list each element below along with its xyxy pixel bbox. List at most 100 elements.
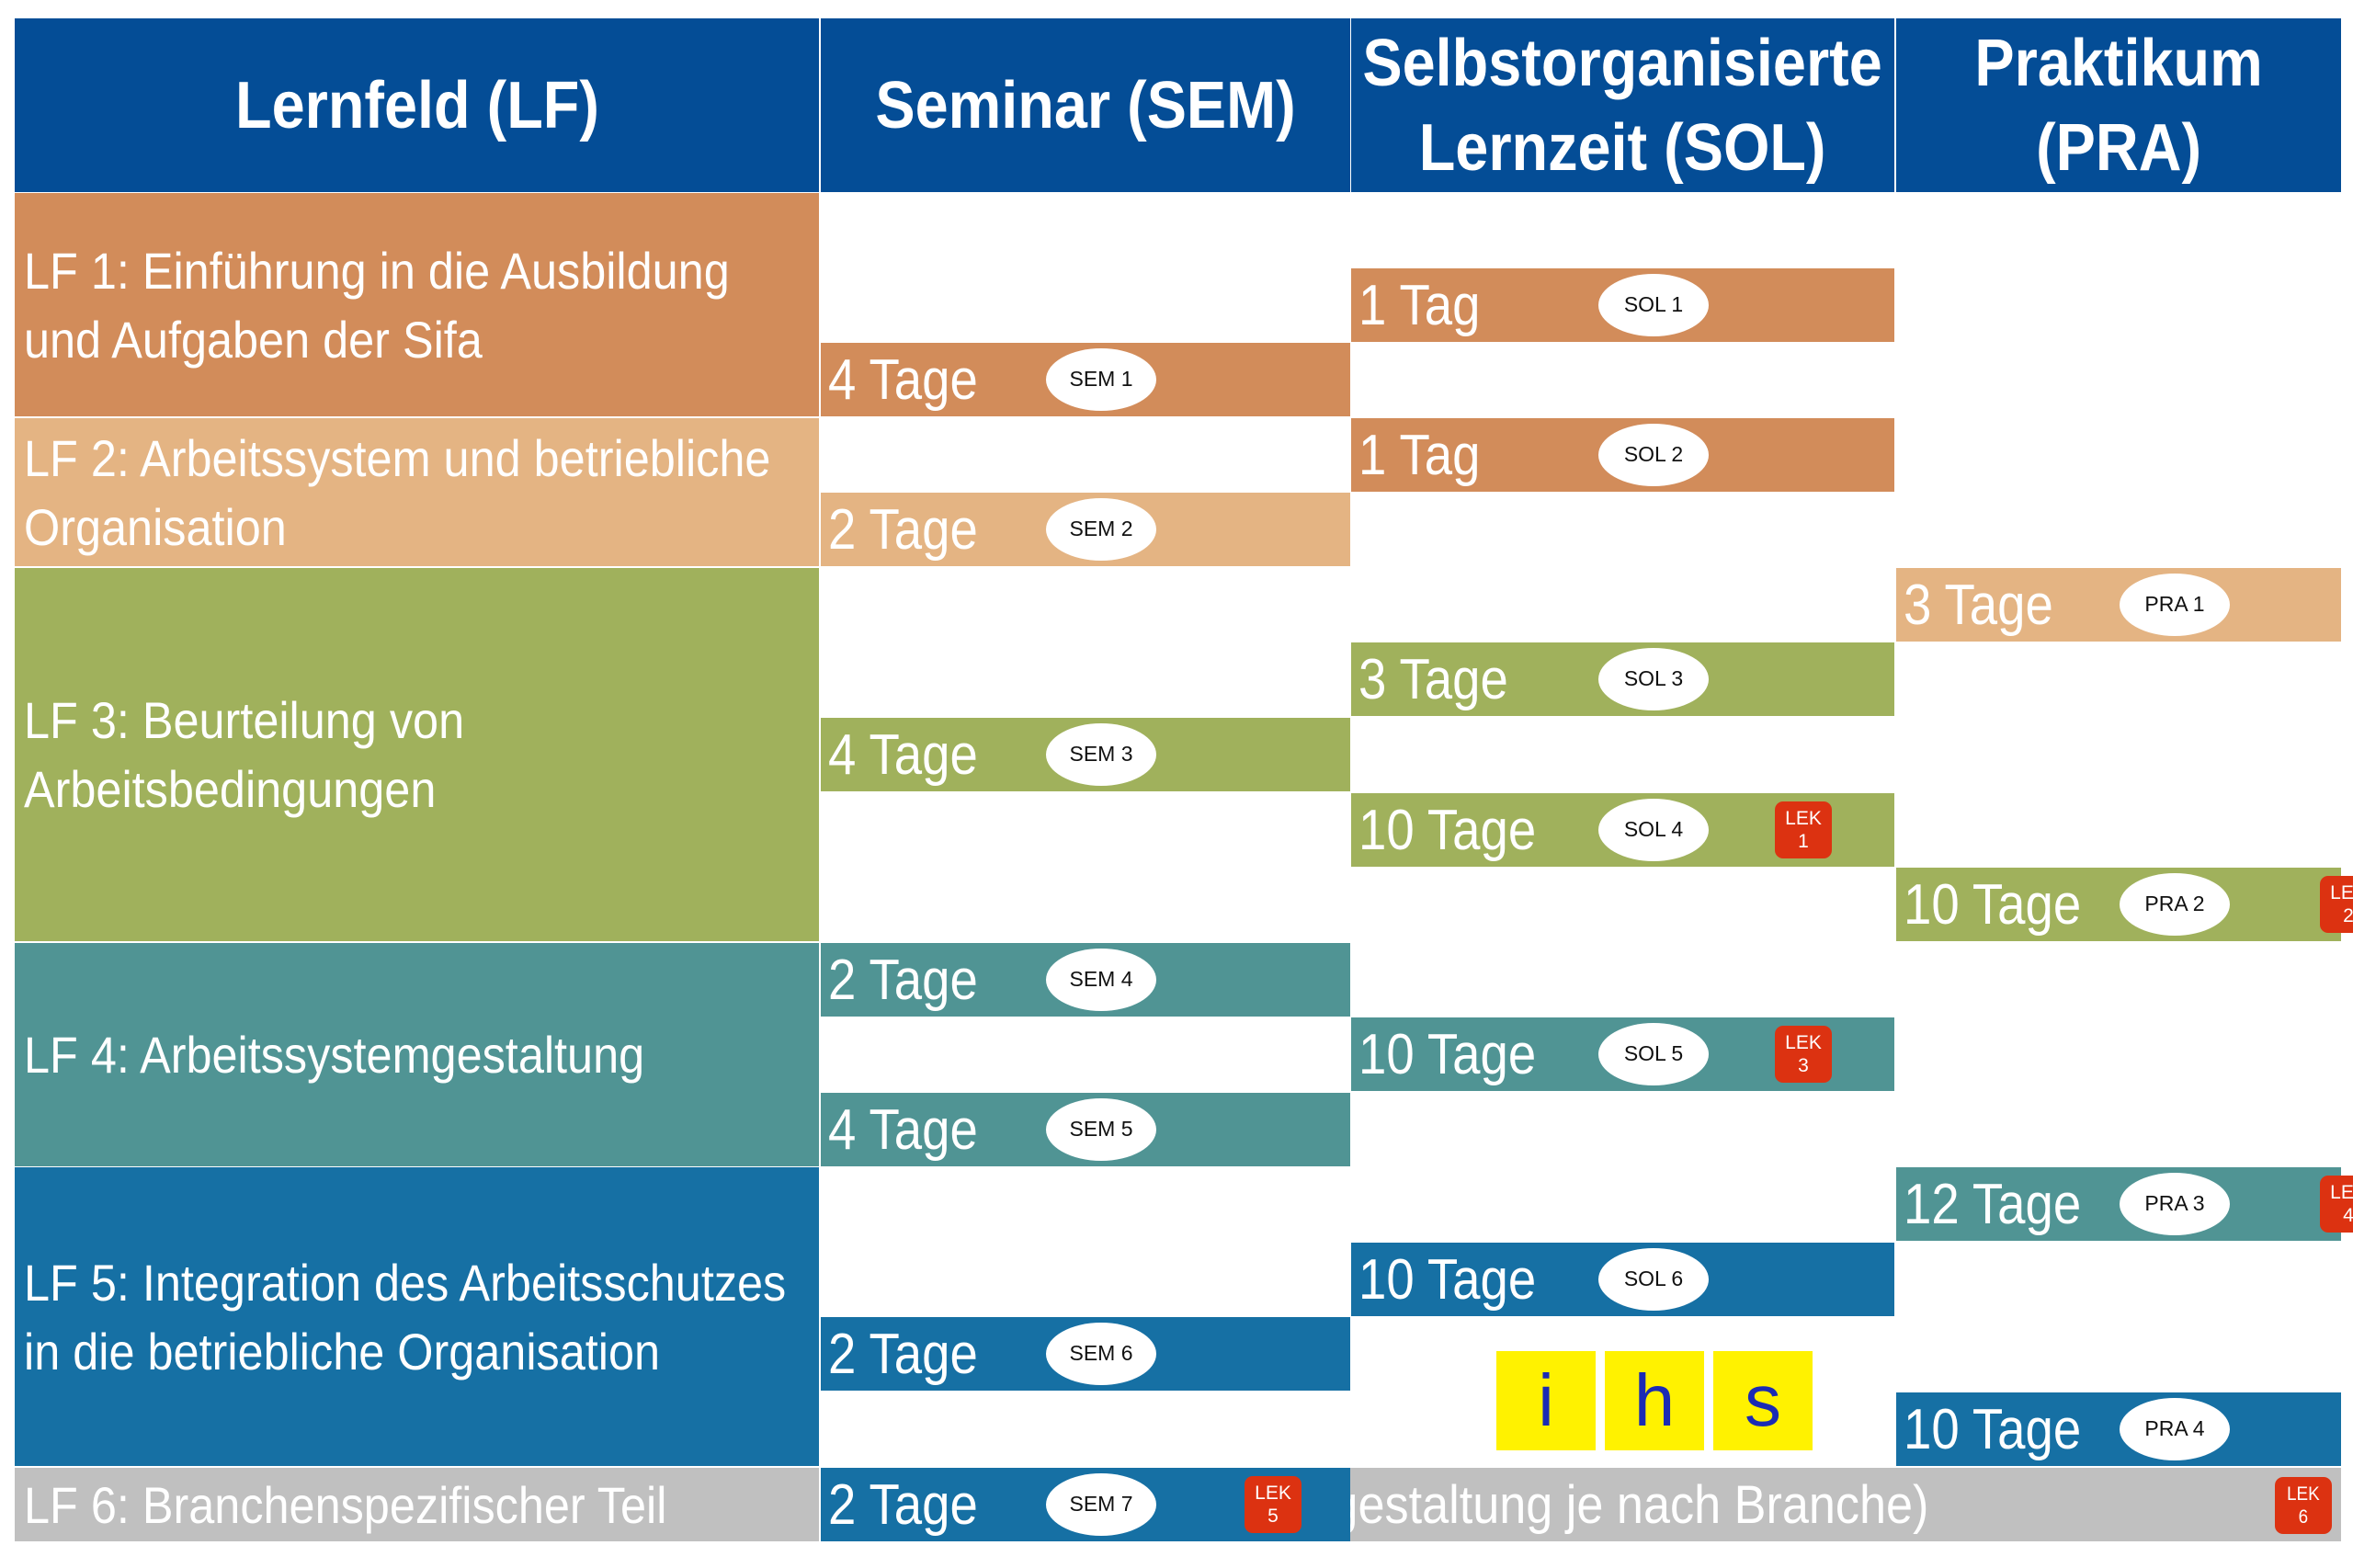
learning-field-5: LF 5: Integration des Arbeitsschutzes in … — [15, 1167, 819, 1466]
lek-badge-3: LEK 3 — [1775, 1025, 1832, 1083]
learning-field-text: LF 3: Beurteilung von Arbeitsbedingungen — [24, 686, 513, 824]
block-sem-7: 2 Tage SEM 7 LEK 5 — [821, 1468, 1350, 1541]
block-sol-4: 10 Tage SOL 4 LEK 1 — [1351, 793, 1894, 867]
block-duration: 1 Tag — [1358, 273, 1481, 337]
column-header-line1: Lernfeld (LF) — [234, 68, 599, 142]
learning-field-2: LF 2: Arbeitssystem und betriebliche Orga… — [15, 418, 819, 566]
lek-label: LEK — [2330, 881, 2353, 903]
lek-label: LEK — [2330, 1181, 2353, 1203]
block-code-oval: SEM 1 — [1046, 347, 1156, 411]
learning-field-text: LF 4: Arbeitssystemgestaltung — [24, 1020, 713, 1089]
column-header-line1: Selbstorganisierte — [1362, 26, 1883, 100]
lek-number: 4 — [2343, 1204, 2353, 1226]
block-code-oval: SEM 4 — [1046, 948, 1156, 1011]
lek-number: 5 — [1267, 1505, 1279, 1527]
column-header-2: Seminar (SEM) — [821, 18, 1350, 192]
block-pra-1: 3 Tage PRA 1 — [1896, 568, 2341, 642]
column-header-text: Selbstorganisierte Lernzeit (SOL) — [1363, 21, 1882, 190]
block-sol-5: 10 Tage SOL 5 LEK 3 — [1351, 1017, 1894, 1091]
block-duration: 10 Tage — [1358, 798, 1537, 862]
column-header-text: Lernfeld (LF) — [235, 63, 599, 148]
block-sem-1: 4 Tage SEM 1 — [821, 343, 1350, 416]
learning-field-text: LF 5: Integration des Arbeitsschutzes in … — [24, 1248, 870, 1386]
learning-field-text: LF 6: Branchenspezifischer Teil — [24, 1471, 738, 1540]
block-code-oval: PRA 1 — [2120, 573, 2230, 636]
block-duration: 2 Tage — [828, 497, 978, 562]
learning-field-4: LF 4: Arbeitssystemgestaltung — [15, 943, 819, 1166]
lek-badge-2: LEK2 — [2320, 875, 2353, 933]
block-code-oval: SEM 3 — [1046, 722, 1156, 786]
block-code-oval: PRA 2 — [2120, 872, 2230, 936]
block-code-oval: SOL 3 — [1598, 647, 1709, 710]
lek-label: LEK — [1255, 1482, 1291, 1504]
learning-field-line1: LF 3: Beurteilung von — [24, 691, 465, 749]
learning-field-text: LF 1: Einführung in die Ausbildung und Au… — [24, 236, 808, 374]
block-sem-4: 2 Tage SEM 4 — [821, 943, 1350, 1017]
lek-number: 2 — [2343, 904, 2353, 926]
lek-label: LEK — [1785, 1031, 1822, 1053]
learning-field-3: LF 3: Beurteilung von Arbeitsbedingungen — [15, 568, 819, 941]
lek-badge-6: LEK 6 — [2275, 1477, 2332, 1534]
lek-number: 3 — [1798, 1054, 1809, 1076]
block-duration: 10 Tage — [1904, 1397, 2082, 1461]
lek-label: LEK — [1785, 807, 1822, 829]
block-code-oval: SOL 2 — [1598, 423, 1709, 486]
column-header-1: Lernfeld (LF) — [15, 18, 819, 192]
block-code-oval: PRA 4 — [2120, 1397, 2230, 1460]
lek-number: 1 — [1798, 830, 1809, 852]
block-duration: 3 Tage — [1904, 573, 2053, 637]
block-code-oval: SEM 7 — [1046, 1472, 1156, 1536]
learning-field-line2: in die betriebliche Organisation — [24, 1322, 661, 1381]
logo-letter-s: s — [1713, 1351, 1813, 1450]
block-pra-2: 10 Tage PRA 2 LEK2 — [1896, 868, 2353, 941]
block-code-oval: PRA 3 — [2120, 1172, 2230, 1235]
block-code-oval: SOL 4 — [1598, 798, 1709, 861]
learning-field-text: LF 2: Arbeitssystem und betriebliche Orga… — [24, 424, 854, 562]
column-header-text: Seminar (SEM) — [875, 63, 1295, 148]
block-duration: 2 Tage — [828, 948, 978, 1012]
lek-badge-5: LEK 5 — [1245, 1475, 1302, 1533]
block-sem-5: 4 Tage SEM 5 — [821, 1093, 1350, 1166]
block-duration: 4 Tage — [828, 722, 978, 787]
block-code-oval: SOL 6 — [1598, 1247, 1709, 1311]
block-pra-3: 12 Tage PRA 3 LEK4 — [1896, 1167, 2353, 1241]
lek-badge-1: LEK 1 — [1775, 801, 1832, 858]
block-sem-6: 2 Tage SEM 6 — [821, 1317, 1350, 1391]
learning-field-line1: LF 4: Arbeitssystemgestaltung — [24, 1026, 645, 1084]
learning-field-6: LF 6: Branchenspezifischer Teil — [15, 1468, 819, 1541]
column-header-line2: (PRA) — [2036, 110, 2201, 185]
lek-label: LEK — [2287, 1483, 2320, 1505]
learning-field-line2: Organisation — [24, 497, 287, 556]
column-header-4: Praktikum (PRA) — [1896, 18, 2341, 192]
learning-field-line1: LF 5: Integration des Arbeitsschutzes — [24, 1253, 787, 1312]
column-header-text: Praktikum (PRA) — [1974, 21, 2262, 190]
logo-letter-h: h — [1605, 1351, 1704, 1450]
column-header-3: Selbstorganisierte Lernzeit (SOL) — [1351, 18, 1894, 192]
learning-field-line1: LF 1: Einführung in die Ausbildung — [24, 241, 730, 300]
learning-field-line2: und Aufgaben der Sifa — [24, 310, 483, 369]
block-duration: 10 Tage — [1358, 1022, 1537, 1086]
block-code-oval: SEM 6 — [1046, 1322, 1156, 1385]
lek-number: 6 — [2298, 1506, 2309, 1528]
block-sem-2: 2 Tage SEM 2 — [821, 493, 1350, 566]
learning-field-line2: Arbeitsbedingungen — [24, 760, 437, 818]
block-sem-3: 4 Tage SEM 3 — [821, 718, 1350, 791]
block-duration: 4 Tage — [828, 1097, 978, 1162]
block-duration: 10 Tage — [1904, 872, 2082, 937]
block-sol-6: 10 Tage SOL 6 — [1351, 1243, 1894, 1316]
block-duration: 3 Tage — [1358, 647, 1508, 711]
learning-field-1: LF 1: Einführung in die Ausbildung und Au… — [15, 193, 819, 416]
block-duration: 4 Tage — [828, 347, 978, 412]
block-code-oval: SOL 5 — [1598, 1022, 1709, 1085]
block-duration: 2 Tage — [828, 1472, 978, 1537]
lek-badge-4: LEK4 — [2320, 1175, 2353, 1233]
block-duration: 2 Tage — [828, 1322, 978, 1386]
column-header-line2: Lernzeit (SOL) — [1419, 110, 1826, 185]
block-sol-1: 1 Tag SOL 1 — [1351, 268, 1894, 342]
logo-letter-i: i — [1496, 1351, 1596, 1450]
block-code-oval: SEM 2 — [1046, 497, 1156, 561]
block-code-oval: SOL 1 — [1598, 273, 1709, 336]
block-code-oval: SEM 5 — [1046, 1097, 1156, 1161]
block-duration: 10 Tage — [1358, 1247, 1537, 1312]
